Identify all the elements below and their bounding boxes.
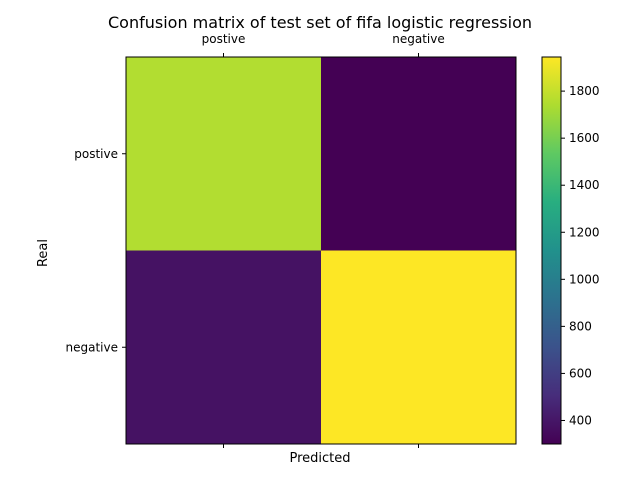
colorbar-tick-label: 1400 <box>569 178 600 192</box>
colorbar-tick-label: 1200 <box>569 225 600 239</box>
colorbar-tick-label: 600 <box>569 366 592 380</box>
colorbar-tick-label: 800 <box>569 319 592 333</box>
colorbar <box>541 56 562 445</box>
colorbar-tick-label: 1600 <box>569 131 600 145</box>
heatmap-cell-1-0 <box>126 250 321 444</box>
heatmap-cell-0-1 <box>321 57 516 251</box>
chart-title: Confusion matrix of test set of fifa log… <box>108 13 532 32</box>
x-tick-label: postive <box>202 32 246 46</box>
heatmap-frame <box>125 56 517 445</box>
colorbar-tick-label: 1800 <box>569 84 600 98</box>
heatmap-cell-1-1 <box>321 250 516 444</box>
y-tick-label: postive <box>74 147 118 161</box>
x-tick-label: negative <box>392 32 444 46</box>
x-axis-label: Predicted <box>289 451 350 466</box>
heatmap-cell-0-0 <box>126 57 321 251</box>
colorbar-tick-label: 400 <box>569 413 592 427</box>
y-tick-label: negative <box>66 340 118 354</box>
colorbar-tick-label: 1000 <box>569 272 600 286</box>
y-axis-label: Real <box>36 239 51 267</box>
